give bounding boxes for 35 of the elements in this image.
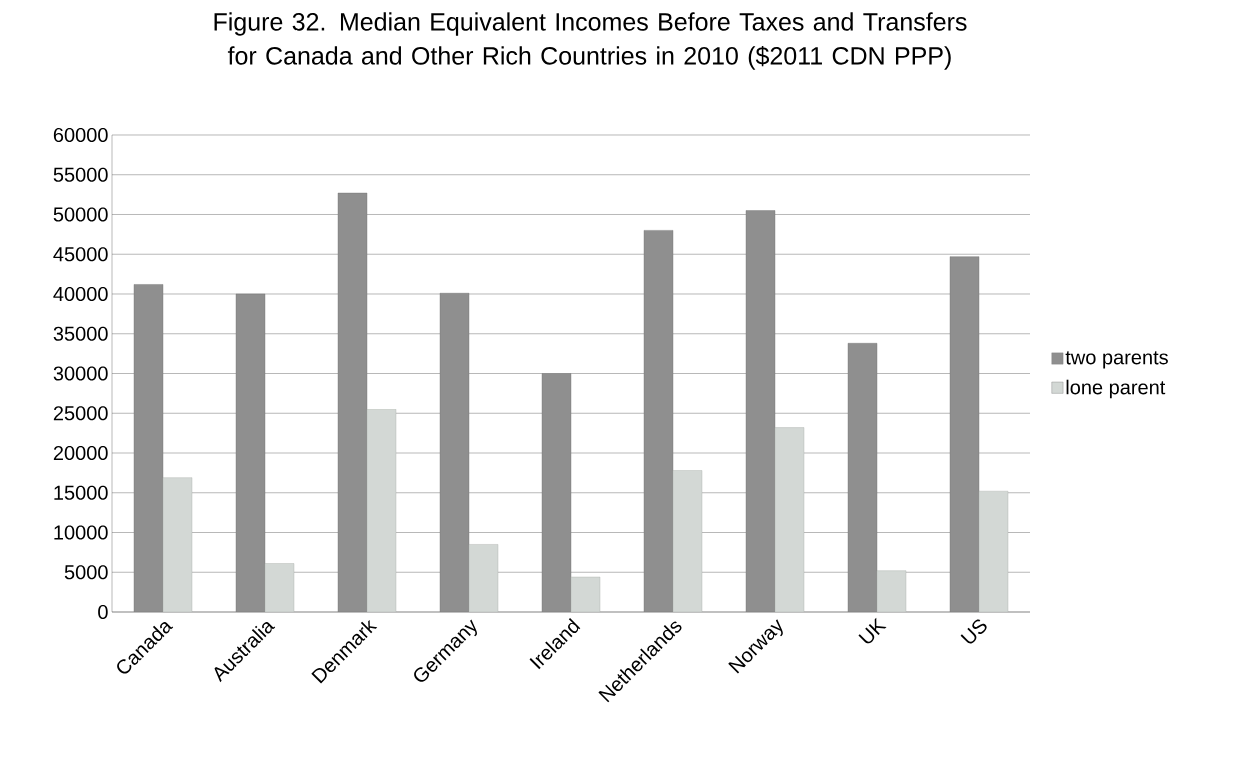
- bar: [162, 477, 193, 612]
- x-tick-label: UK: [858, 617, 887, 644]
- bar: [541, 373, 572, 612]
- bar: [745, 210, 776, 612]
- bar: [235, 293, 266, 612]
- bar: [439, 293, 470, 612]
- y-tick-label: 40000: [53, 286, 108, 302]
- legend-label: lone parent: [1066, 379, 1166, 399]
- bar: [847, 343, 878, 612]
- y-tick-label: 10000: [54, 525, 108, 540]
- y-tick-label: 50000: [53, 207, 108, 222]
- y-tick-label: 35000: [53, 326, 108, 341]
- y-tick-label: 45000: [53, 247, 108, 262]
- bar: [949, 256, 980, 612]
- y-tick-label: 25000: [53, 406, 108, 421]
- bar: [337, 192, 368, 612]
- bar: [264, 563, 295, 612]
- y-tick-label: 20000: [53, 445, 108, 461]
- bar: [133, 284, 164, 612]
- bar: [672, 470, 703, 612]
- bar: [366, 409, 397, 612]
- bar: [643, 230, 674, 612]
- y-tick-label: 0: [98, 604, 108, 620]
- x-tick-label: US: [960, 619, 987, 644]
- y-tick-label: 5000: [64, 565, 108, 580]
- bar: [774, 427, 805, 612]
- y-tick-label: 30000: [53, 366, 108, 381]
- bar: [468, 544, 499, 612]
- bar: [876, 570, 907, 612]
- bar: [978, 490, 1009, 612]
- y-tick-label: 15000: [54, 485, 108, 500]
- y-tick-label: 60000: [53, 127, 108, 143]
- y-tick-label: 55000: [53, 167, 108, 182]
- chart-title: Figure 32. Median Equivalent Incomes Before Taxes and Transfers for Canada and Other Rich Countries in 2010 ($2011 CDN PPP): [214, 12, 967, 70]
- legend-label: two parents: [1065, 351, 1168, 369]
